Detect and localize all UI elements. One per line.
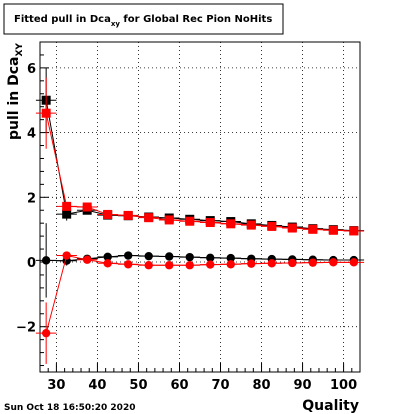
title-box-frame [3,3,284,35]
data-point-circle [349,258,359,267]
data-point-square [349,226,359,236]
y-tick-label: 4 [27,127,36,142]
data-point-square [328,225,338,235]
data-point-square [226,219,236,229]
data-point-circle [185,252,194,262]
chart-title-subscript: xy [111,20,121,28]
data-point-circle [41,328,51,338]
data-point-circle [206,260,215,269]
data-point-circle [103,259,112,268]
x-tick-label: 50 [129,378,147,393]
x-tick-label: 30 [47,378,65,393]
x-tick-label: 70 [211,378,229,393]
series-1 [35,77,365,236]
series-line [45,113,354,232]
data-point-square [185,216,195,226]
data-point-square [308,224,318,234]
grid [40,42,360,372]
data-point-circle [144,261,153,270]
y-tick-label: 2 [27,191,36,206]
y-tick-label: 0 [27,256,36,271]
data-point-circle [82,255,92,264]
data-point-square [62,201,72,211]
x-axis-title: Quality [302,398,359,414]
title-box: Fitted pull in Dcaxy for Global Rec Pion… [3,3,284,35]
x-tick-label: 100 [330,378,357,393]
data-point-square [103,209,113,219]
x-tick-label: 40 [88,378,106,393]
y-tick-label: −2 [16,321,36,336]
data-point-circle [308,258,318,267]
data-point-circle [226,253,235,263]
data-point-circle [226,260,235,269]
data-point-square [123,210,133,220]
data-point-circle [41,256,51,265]
timestamp: Sun Oct 18 16:50:20 2020 [4,403,135,413]
data-point-circle [288,258,297,268]
data-point-circle [124,251,133,260]
data-point-circle [165,261,174,270]
data-point-circle [185,261,194,270]
data-point-square [62,209,72,219]
data-point-circle [124,260,133,269]
y-axis-title: pull in DcaXY [6,43,25,140]
chart-title: Fitted pull in Dcaxy for Global Rec Pion… [14,14,272,28]
data-point-square [267,221,277,231]
y-axis-title-sub: XY [15,43,25,57]
data-point-circle [62,251,71,260]
y-axis-title-main: pull in Dca [6,57,22,140]
data-point-circle [267,259,276,268]
tick-labels: 30 40 50 60 70 80 90 100 −2 0 2 4 6 [16,62,357,393]
data-point-square [164,215,174,225]
data-point-circle [165,252,174,261]
data-point-circle [103,252,112,262]
data-point-circle [247,259,256,268]
x-tick-label: 80 [252,378,270,393]
axis-ticks [39,54,361,372]
data-point-square [246,220,256,230]
data-point-circle [329,258,338,267]
chart-title-prefix: Fitted pull in Dca [14,14,111,25]
x-tick-label: 90 [294,378,312,393]
data-point-square [144,213,154,223]
data-point-circle [144,251,153,261]
data-point-square [82,202,92,212]
data-point-square [41,108,51,118]
data-points [35,67,365,364]
x-tick-label: 60 [170,378,188,393]
series-3 [35,251,365,364]
chart-title-suffix: for Global Rec Pion NoHits [120,14,272,25]
data-point-square [287,223,297,233]
y-tick-label: 6 [27,62,36,77]
data-point-circle [206,253,215,262]
data-point-square [205,218,215,228]
